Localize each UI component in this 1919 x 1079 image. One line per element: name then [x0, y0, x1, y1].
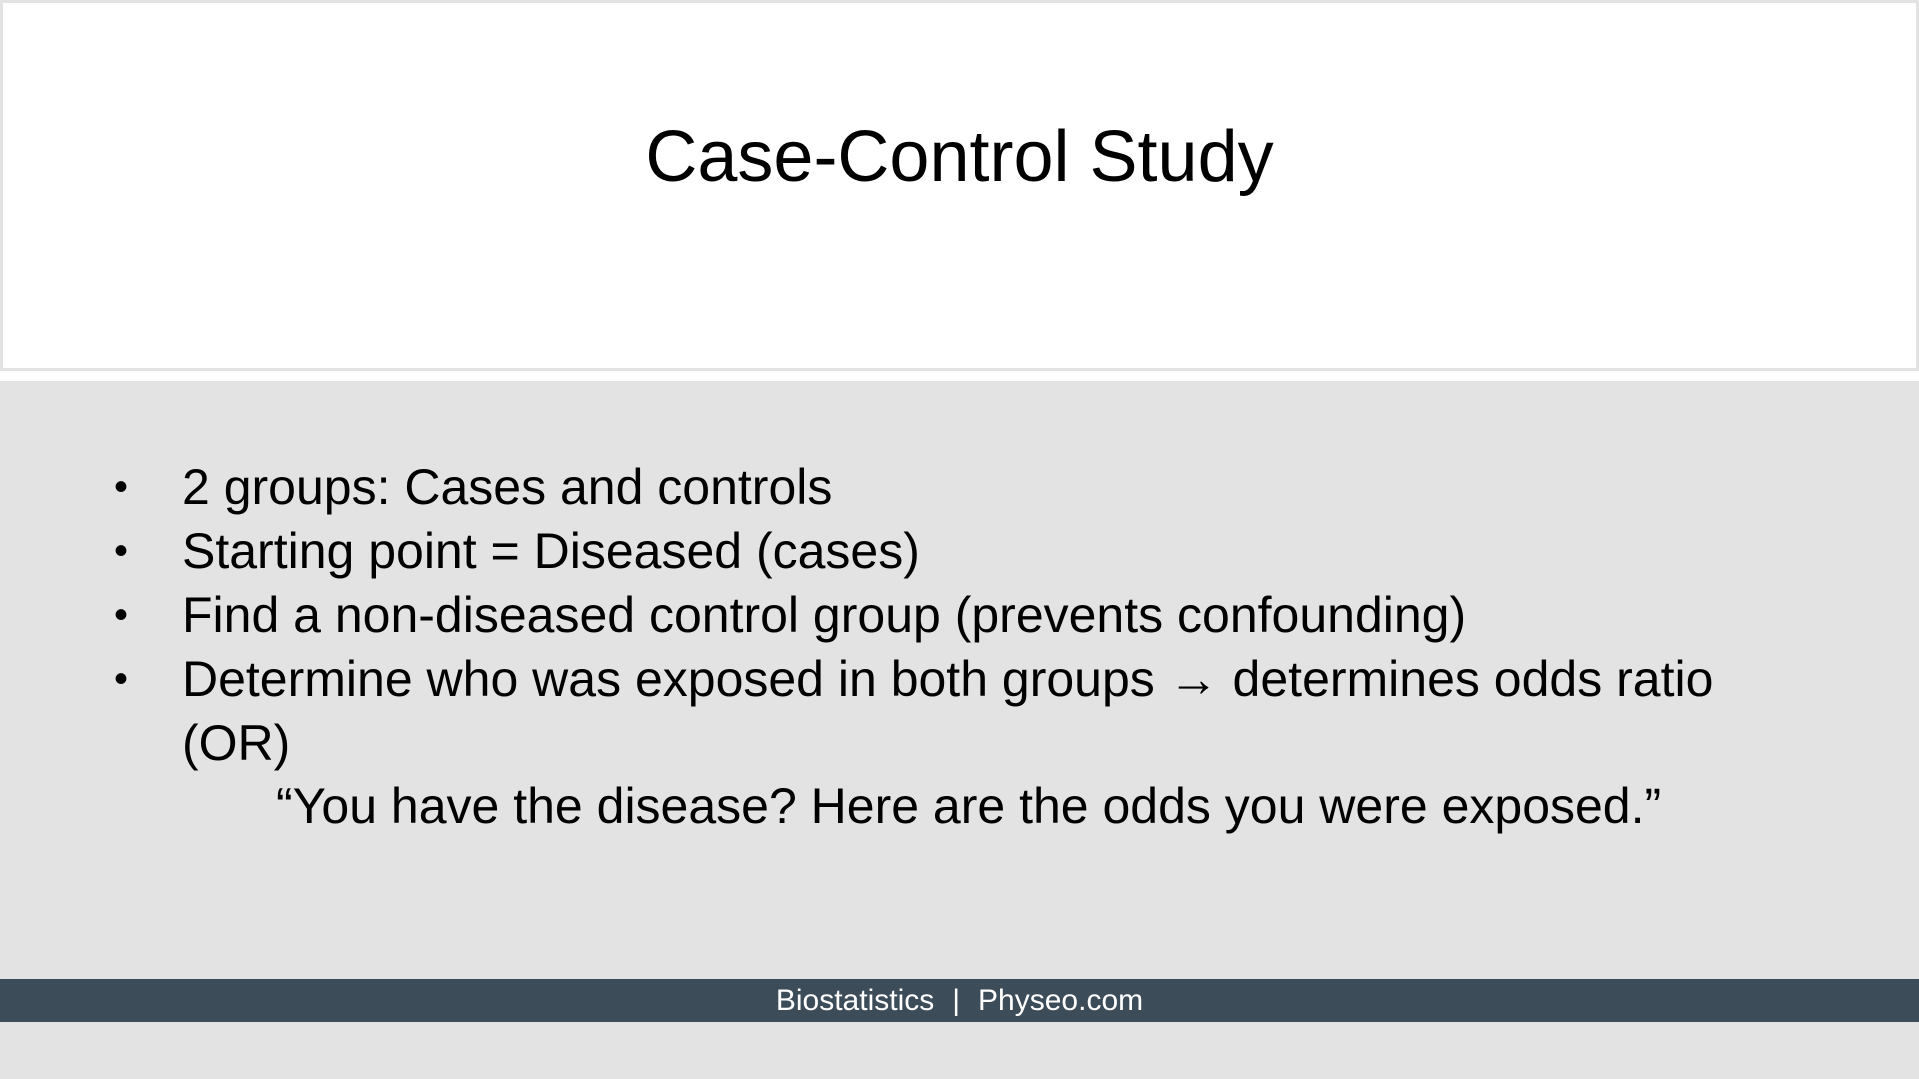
bullet-icon: •: [114, 593, 129, 637]
bullet-text: Find a non-diseased control group (preve…: [182, 587, 1467, 643]
footer-bar: Biostatistics | Physeo.com: [0, 979, 1919, 1022]
footer-course: Biostatistics: [775, 984, 935, 1017]
bullet-item: • Starting point = Diseased (cases): [108, 519, 1828, 583]
slide-title: Case-Control Study: [645, 117, 1274, 197]
bullet-item: • Determine who was exposed in both grou…: [108, 647, 1828, 775]
footer-separator: |: [952, 984, 961, 1017]
bullet-icon: •: [114, 529, 129, 573]
bullet-icon: •: [114, 657, 129, 701]
bullet-text: 2 groups: Cases and controls: [182, 459, 833, 515]
bullet-list: • 2 groups: Cases and controls • Startin…: [108, 455, 1828, 775]
bullet-item: • Find a non-diseased control group (pre…: [108, 583, 1828, 647]
quote-text: “You have the disease? Here are the odds…: [276, 778, 1662, 834]
bullet-item: • 2 groups: Cases and controls: [108, 455, 1828, 519]
bullet-text: Starting point = Diseased (cases): [182, 523, 920, 579]
bullet-icon: •: [114, 465, 129, 509]
bullet-text: Determine who was exposed in both groups…: [182, 651, 1714, 771]
title-divider: [0, 371, 1919, 381]
title-panel: [0, 0, 1919, 371]
footer-site: Physeo.com: [978, 984, 1144, 1017]
